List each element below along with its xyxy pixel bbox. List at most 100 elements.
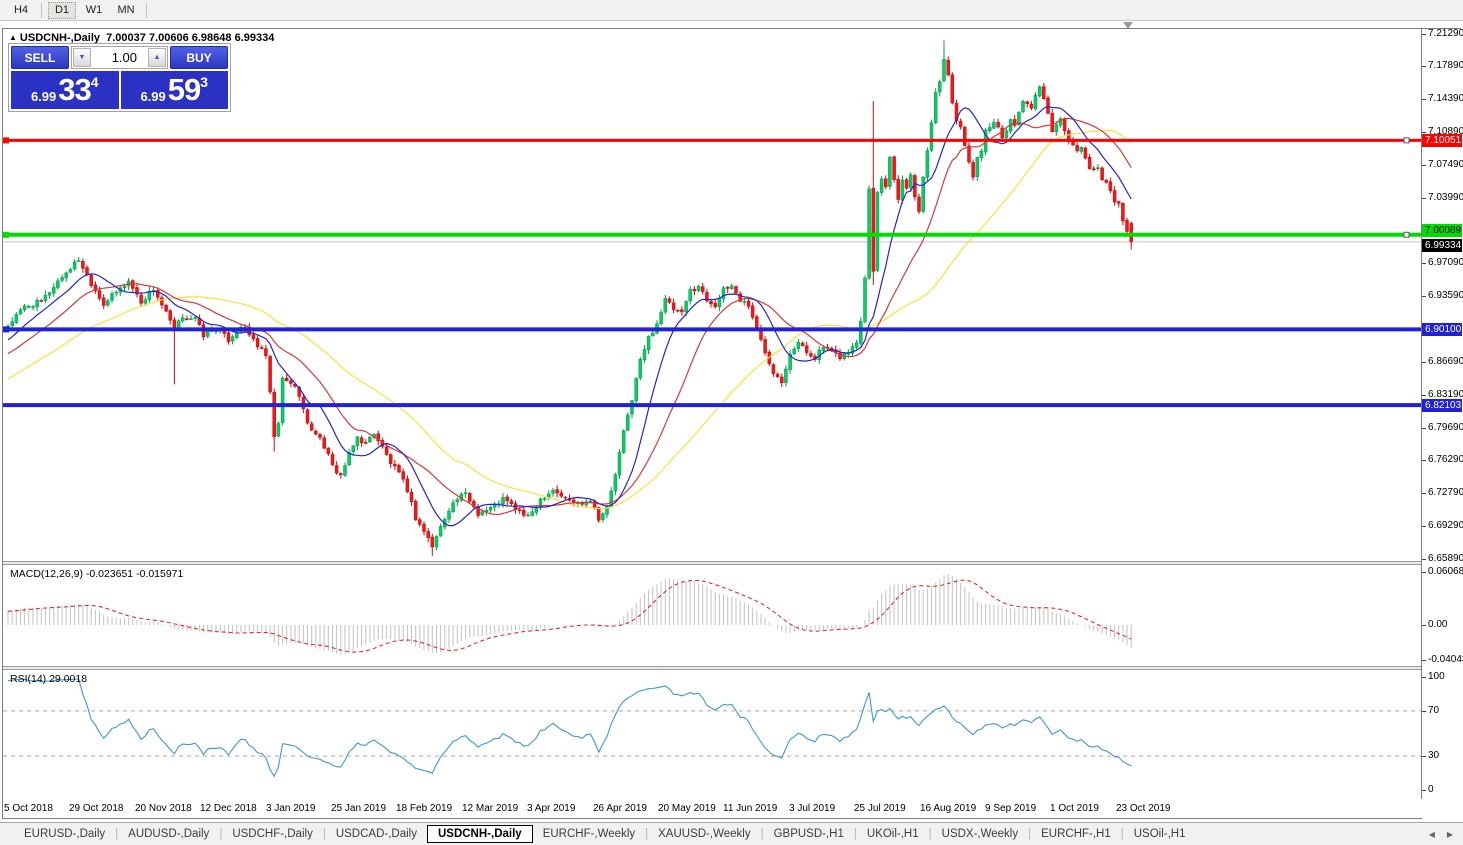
resistance-line-left-handle[interactable] [3,137,9,144]
support-line-blue-1-left-handle[interactable] [3,326,9,333]
date-axis-label: 23 Oct 2019 [1116,803,1171,814]
price-axis-label: 6.72790 [1428,487,1463,498]
buy-price-display[interactable]: 6.99 59 3 [120,71,228,109]
volume-decrease-icon[interactable]: ▼ [73,48,91,67]
axis-tick [1422,460,1426,461]
rsi-label: RSI(14) 29.0018 [10,673,88,685]
sell-price-display[interactable]: 6.99 33 4 [11,71,119,109]
price-badge-7.00089: 7.00089 [1422,224,1462,237]
tab-scroll-left-icon[interactable]: ◀ [1428,829,1435,839]
tab-separator: | [853,828,857,840]
chart-tab-usdchf-daily[interactable]: USDCHF-,Daily [232,828,313,840]
axis-tick [1422,625,1426,626]
price-badge-6.82103: 6.82103 [1422,399,1462,412]
tab-separator: | [928,828,932,840]
chart-shift-marker-icon[interactable] [1123,22,1133,29]
chart-legend: ▲ USDCNH-,Daily 7.00037 7.00606 6.98648 6… [9,32,274,44]
support-line-green-left-handle[interactable] [3,231,9,238]
timeframe-button-h4[interactable]: H4 [13,4,29,16]
chart-tab-audusd-daily[interactable]: AUDUSD-,Daily [128,828,210,840]
chart-tab-usdx-weekly[interactable]: USDX-,Weekly [941,828,1019,840]
rsi-axis-label: 100 [1428,671,1445,682]
buy-price-small: 6.99 [140,88,166,104]
tab-separator: | [1120,828,1124,840]
sell-price-big: 33 [58,72,91,107]
chart-tab-usoil-h1[interactable]: USOil-,H1 [1133,828,1186,840]
chart-tab-eurusd-daily[interactable]: EURUSD-,Daily [24,828,106,840]
date-axis-label: 20 May 2019 [658,803,716,814]
tab-separator: | [219,828,223,840]
resistance-line-right-handle[interactable] [1403,137,1410,144]
date-axis-label: 12 Dec 2018 [200,803,257,814]
axis-tick [1422,493,1426,494]
volume-increase-icon[interactable]: ▲ [148,48,166,67]
price-axis-label: 7.10890 [1428,126,1463,137]
support-line-green-right-handle[interactable] [1403,231,1410,238]
axis-tick [1422,99,1426,100]
price-axis-label: 6.69290 [1428,520,1463,531]
date-axis-label: 29 Oct 2018 [69,803,124,814]
date-axis-label: 16 Aug 2019 [920,803,977,814]
price-badge-7.10051: 7.10051 [1422,134,1462,147]
pane-separator[interactable] [3,561,1421,565]
date-axis-label: 3 Jan 2019 [266,803,316,814]
axis-tick [1422,711,1426,712]
timeframe-button-d1[interactable]: D1 [48,1,76,19]
axis-tick [1422,559,1426,560]
timeframe-button-mn[interactable]: MN [117,4,135,16]
price-axis-label: 6.83190 [1428,389,1463,400]
axis-tick [1422,296,1426,297]
macd-indicator-canvas[interactable] [3,565,1421,666]
buy-price-big: 59 [167,72,201,107]
chart-tab-usdcad-daily[interactable]: USDCAD-,Daily [335,828,417,840]
date-axis-label: 18 Feb 2019 [396,803,453,814]
chart-tab-xauusd-weekly[interactable]: XAUUSD-,Weekly [658,828,751,840]
tab-scroll-right-icon[interactable]: ▶ [1446,829,1453,839]
axis-tick [1422,198,1426,199]
rsi-axis-label: 0 [1428,784,1434,795]
price-chart-canvas[interactable] [3,29,1421,561]
macd-axis-label: 0.060687 [1428,566,1463,577]
macd-axis-label: -0.040432 [1428,654,1463,665]
price-axis-separator [1421,29,1422,799]
chart-tab-gbpusd-h1[interactable]: GBPUSD-,H1 [773,828,844,840]
date-axis-label: 26 Apr 2019 [593,803,647,814]
buy-button[interactable]: BUY [170,46,228,69]
price-axis-label: 6.79690 [1428,422,1463,433]
sell-price-small: 6.99 [30,88,57,104]
date-axis-label: 12 Mar 2019 [462,803,519,814]
tab-scroll-nav: ◀ ▶ [1429,830,1453,839]
buy-price-sup: 3 [200,74,209,90]
axis-tick [1422,362,1426,363]
pane-separator[interactable] [3,666,1421,670]
price-axis-label: 7.14390 [1428,93,1463,104]
chart-tab-eurchf-weekly[interactable]: EURCHF-,Weekly [542,828,636,840]
timeframe-button-w1[interactable]: W1 [85,4,103,16]
sell-button[interactable]: SELL [11,46,69,69]
price-axis-label: 6.65890 [1428,553,1463,564]
price-axis-label: 7.17890 [1428,60,1463,71]
axis-tick [1422,677,1426,678]
chart-tab-usdcnh-daily[interactable]: USDCNH-,Daily [426,825,533,843]
rsi-indicator-canvas[interactable] [3,670,1421,799]
axis-tick [1422,428,1426,429]
toolbar-separator [41,2,42,18]
axis-tick [1422,132,1426,133]
price-axis-label: 6.93590 [1428,290,1463,301]
axis-tick [1422,756,1426,757]
rsi-axis-label: 70 [1428,705,1440,716]
price-axis-label: 7.21290 [1428,28,1463,39]
chart-window[interactable]: ▲ USDCNH-,Daily 7.00037 7.00606 6.98648 6… [2,22,1463,820]
axis-tick [1422,526,1426,527]
date-axis-label: 3 Jul 2019 [789,803,836,814]
volume-box: ▼ 1.00 ▲ [71,46,168,69]
price-axis-label: 6.76290 [1428,454,1463,465]
tab-separator: | [322,828,326,840]
chart-tab-ukoil-h1[interactable]: UKOil-,H1 [866,828,919,840]
axis-tick [1422,660,1426,661]
price-axis-label: 6.97090 [1428,257,1463,268]
chart-tab-eurchf-h1[interactable]: EURCHF-,H1 [1041,828,1111,840]
volume-input[interactable]: 1.00 [111,50,137,65]
macd-label: MACD(12,26,9) -0.023651 -0.015971 [10,568,184,580]
